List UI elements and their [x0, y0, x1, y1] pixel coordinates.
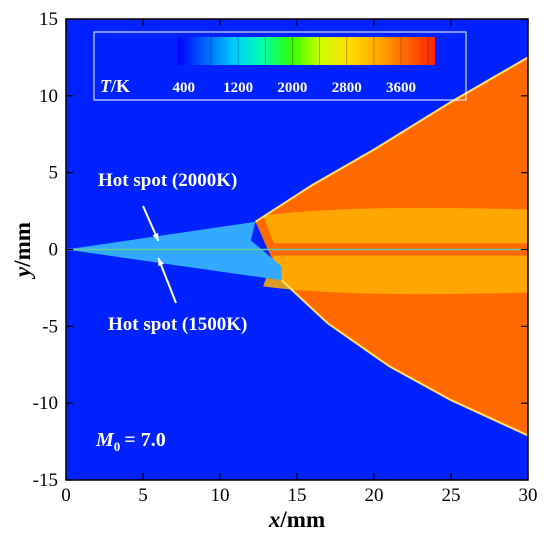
- mach-number-label: M0 = 7.0: [95, 429, 166, 454]
- warm-band-lower: [263, 255, 528, 295]
- y-axis-title: y/mm: [10, 222, 35, 280]
- y-axis: -15 -10 -5 0 5 10 15: [33, 9, 528, 491]
- x-tick-label: 15: [288, 485, 307, 506]
- y-tick-label: -5: [42, 316, 58, 337]
- annotation-hot-spot-lower: Hot spot (1500K): [108, 314, 247, 335]
- x-axis-title: x/mm: [268, 507, 325, 532]
- y-tick-label: 15: [39, 9, 58, 30]
- shock-front-lower: [280, 279, 528, 437]
- annotations: Hot spot (2000K) Hot spot (1500K): [98, 170, 247, 335]
- cold-wedge-region: [66, 221, 282, 281]
- x-tick-label: 0: [61, 485, 71, 506]
- hot-shock-layer-region: [255, 57, 528, 436]
- colorbar-tick-label: 1200: [223, 80, 253, 96]
- colorbar-tick-label: 2800: [332, 80, 362, 96]
- x-tick-label: 25: [442, 485, 461, 506]
- x-tick-label: 20: [365, 485, 384, 506]
- colorbar-tick-labels: 400 1200 2000 2800 3600: [173, 80, 417, 96]
- colorbar-frame: [93, 31, 467, 101]
- colorbar-dividers: [183, 37, 429, 65]
- arrow-hot-spot-upper: [142, 205, 160, 242]
- x-tick-label: 5: [138, 485, 148, 506]
- y-tick-label: 10: [39, 86, 58, 107]
- x-axis: 0 5 10 15 20 25 30: [61, 19, 538, 506]
- x-tick-label: 10: [211, 485, 230, 506]
- colorbar-gradient: [177, 37, 435, 65]
- colorbar-tick-label: 2000: [277, 80, 307, 96]
- colorbar: T/K 400 1200 2000 2800 3600: [93, 31, 467, 101]
- x-tick-label: 30: [519, 485, 538, 506]
- y-tick-label: 5: [49, 163, 59, 184]
- shock-front-upper: [254, 56, 528, 223]
- warm-band-upper: [263, 207, 528, 244]
- y-tick-label: 0: [49, 240, 59, 261]
- y-tick-label: -15: [33, 470, 58, 491]
- colorbar-title: T/K: [100, 76, 130, 96]
- plot-area: [66, 19, 528, 480]
- colorbar-tick-label: 3600: [386, 80, 416, 96]
- annotation-hot-spot-upper: Hot spot (2000K): [98, 170, 237, 191]
- y-tick-label: -10: [33, 393, 58, 414]
- colorbar-tick-label: 400: [173, 80, 196, 96]
- arrow-hot-spot-lower: [157, 257, 177, 304]
